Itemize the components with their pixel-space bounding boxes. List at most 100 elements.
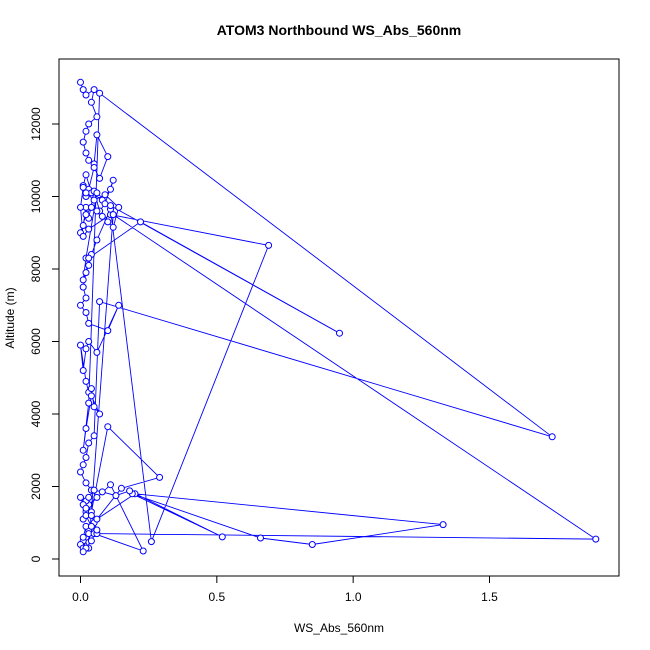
data-point	[85, 225, 93, 233]
data-point	[93, 113, 101, 121]
data-point	[90, 486, 98, 494]
data-point	[85, 493, 93, 501]
data-point	[90, 164, 98, 171]
data-point	[548, 433, 556, 441]
data-point	[93, 493, 101, 501]
data-point	[107, 202, 114, 210]
data-point	[79, 533, 87, 541]
data-point	[93, 236, 101, 244]
data-point	[82, 171, 90, 179]
data-point	[156, 473, 164, 481]
data-point	[90, 432, 98, 440]
y-tick-label: 12000	[29, 107, 43, 141]
y-tick-label: 0	[29, 555, 43, 562]
data-point	[85, 439, 93, 447]
x-axis: 0.0 0.5 1.0 1.5	[72, 575, 498, 604]
data-point	[93, 348, 101, 356]
data-point	[82, 504, 90, 512]
data-point	[82, 211, 90, 219]
data-point	[79, 222, 87, 229]
data-point	[104, 327, 112, 335]
data-point	[82, 294, 90, 302]
data-point	[82, 309, 90, 316]
data-point	[79, 138, 87, 146]
data-point	[79, 276, 87, 284]
y-axis: 0 2000 4000 6000 8000 10000 12000	[29, 107, 60, 562]
data-point	[126, 487, 134, 495]
y-tick-label: 8000	[29, 255, 43, 282]
data-point	[87, 522, 95, 530]
data-point	[87, 98, 95, 106]
data-point	[82, 345, 90, 353]
data-point	[137, 218, 144, 226]
data-point	[107, 481, 114, 489]
data-point	[85, 338, 93, 345]
y-tick-label: 6000	[29, 328, 43, 355]
data-point	[85, 156, 93, 164]
data-point	[104, 153, 112, 161]
x-axis-label: WS_Abs_560nm	[294, 621, 384, 635]
data-point	[218, 533, 226, 541]
data-point	[85, 399, 93, 407]
data-point	[82, 189, 90, 197]
x-tick-label: 1.5	[481, 590, 498, 604]
data-point	[79, 86, 87, 94]
data-point	[115, 301, 123, 309]
data-point	[109, 211, 117, 219]
data-point	[96, 174, 104, 182]
x-tick-label: 0.5	[208, 590, 225, 604]
data-point	[90, 403, 98, 411]
data-point	[139, 547, 147, 555]
data-point	[98, 212, 106, 220]
data-point	[96, 410, 104, 418]
data-point	[90, 196, 98, 204]
data-point	[82, 425, 90, 432]
data-point	[336, 329, 343, 337]
data-point	[112, 492, 120, 500]
data-point	[96, 298, 104, 306]
data-point	[87, 385, 95, 393]
data-point	[107, 185, 114, 193]
data-point	[109, 176, 117, 184]
data-point	[104, 218, 112, 226]
y-axis-label: Altitude (m)	[3, 287, 17, 348]
data-point	[115, 203, 123, 211]
y-tick-label: 4000	[29, 400, 43, 427]
data-point	[79, 367, 87, 374]
data-point	[104, 423, 112, 431]
data-point	[77, 78, 84, 86]
data-point	[82, 377, 90, 385]
y-tick-label: 10000	[29, 179, 43, 213]
data-point	[98, 488, 106, 496]
data-point	[109, 223, 117, 231]
y-tick-label: 2000	[29, 473, 43, 500]
data-point	[85, 120, 93, 128]
data-point	[93, 526, 101, 534]
data-point	[82, 269, 90, 277]
chart-title: ATOM3 Northbound WS_Abs_560nm	[217, 22, 462, 38]
data-point	[147, 538, 155, 546]
data-point	[96, 89, 104, 97]
data-point	[85, 261, 93, 269]
data-point	[79, 283, 87, 291]
data-point	[79, 232, 87, 240]
data-point	[82, 479, 90, 487]
data-point	[82, 454, 90, 461]
data-point	[82, 149, 90, 157]
data-point	[77, 341, 84, 349]
data-point	[82, 127, 90, 135]
data-point	[90, 86, 98, 94]
data-point	[79, 461, 87, 469]
data-point	[87, 392, 95, 400]
x-tick-label: 1.0	[345, 590, 362, 604]
data-point	[77, 493, 84, 501]
x-tick-label: 0.0	[72, 590, 89, 604]
data-point	[308, 541, 316, 548]
data-point	[93, 515, 101, 523]
data-point	[592, 535, 600, 543]
data-point	[265, 241, 273, 249]
data-point	[439, 521, 447, 529]
data-point	[87, 203, 95, 211]
data-point	[79, 183, 87, 191]
